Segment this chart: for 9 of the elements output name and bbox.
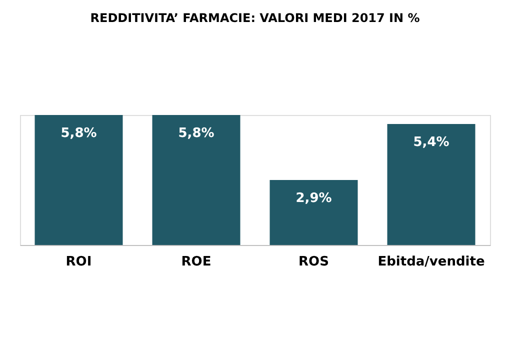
data-label: 5,4% (413, 134, 450, 150)
data-label: 5,8% (60, 126, 97, 141)
x-tick-label: ROI (66, 254, 92, 270)
x-tick-label: ROE (181, 254, 212, 270)
x-tick-label: ROS (298, 254, 329, 270)
chart-title: REDDITIVITA’ FARMACIE: VALORI MEDI 2017 IN % (90, 11, 420, 25)
x-tick-label: Ebitda/vendite (378, 254, 485, 270)
data-label: 5,8% (178, 126, 214, 141)
data-label: 2,9% (296, 191, 332, 206)
